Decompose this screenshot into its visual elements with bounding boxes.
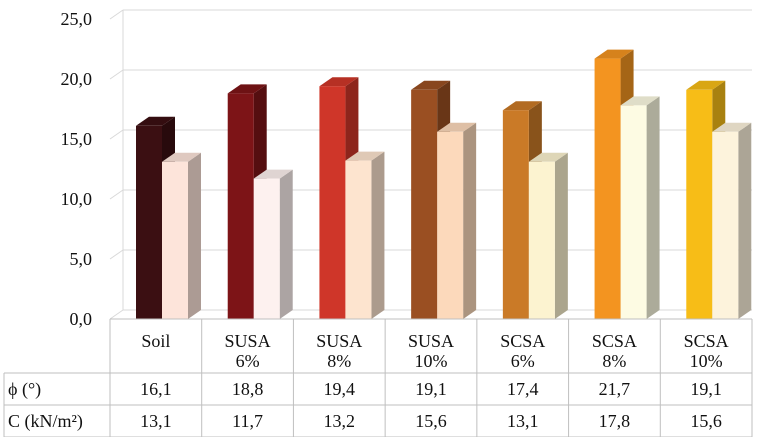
bar-front — [502, 110, 529, 319]
gridline-connector — [109, 9, 124, 20]
bar-top — [319, 77, 359, 87]
y-tick-label: 10,0 — [61, 189, 93, 209]
bar-front — [253, 178, 280, 319]
bar-top — [620, 96, 660, 106]
data-label: 15,6 — [690, 411, 722, 431]
bar-front — [528, 161, 555, 319]
data-label: 16,1 — [140, 379, 172, 399]
bar-top — [686, 80, 726, 90]
bar-side — [554, 152, 568, 319]
bar-top — [227, 84, 267, 94]
y-tick-label: 20,0 — [61, 69, 93, 89]
bar-top — [502, 101, 542, 111]
bar-front — [594, 58, 621, 319]
data-label: 17,4 — [507, 379, 539, 399]
data-label: 13,1 — [507, 411, 539, 431]
bar-front — [712, 131, 739, 319]
bar-front — [162, 161, 188, 319]
gridline-connector — [109, 69, 124, 80]
bar-top — [594, 49, 634, 59]
bar-top — [345, 151, 385, 161]
data-label: 15,6 — [415, 411, 447, 431]
x-tick-label: SUSA 6% — [225, 331, 271, 371]
x-tick-label: SCSA 6% — [500, 331, 545, 371]
bar-front — [437, 131, 464, 319]
bar-top — [411, 80, 451, 90]
bar-front — [411, 89, 438, 319]
legend-label: ϕ (°) — [8, 379, 41, 400]
bar-front — [620, 105, 647, 320]
bar-c — [437, 122, 477, 319]
y-tick-label: 25,0 — [61, 9, 93, 29]
bar-front — [136, 125, 162, 319]
bar-front — [345, 160, 372, 319]
y-tick-label: 5,0 — [70, 249, 93, 269]
bar-side — [646, 96, 660, 320]
bars — [136, 49, 752, 320]
legend-label: C (kN/m²) — [8, 411, 83, 432]
bar-side — [738, 122, 752, 319]
bar-phi — [227, 84, 267, 320]
data-label: 19,1 — [415, 379, 447, 399]
gridline-connector — [109, 309, 124, 320]
bar-top — [528, 152, 568, 162]
bar-front — [686, 89, 713, 319]
bar-top — [437, 122, 477, 132]
y-tick-label: 15,0 — [61, 129, 93, 149]
bar-front — [319, 86, 346, 319]
bar-c — [253, 169, 293, 319]
y-tick-label: 0,0 — [70, 309, 93, 329]
bar-side — [371, 151, 385, 319]
bar-top — [136, 116, 175, 126]
gridline-connector — [109, 249, 124, 260]
bar-side — [463, 122, 477, 319]
bar-c — [162, 152, 201, 319]
bar-c — [712, 122, 752, 319]
data-label: 21,7 — [599, 379, 631, 399]
bar-c — [345, 151, 385, 319]
x-tick-label: SCSA 8% — [592, 331, 637, 371]
bar-front — [227, 93, 254, 320]
x-tick-label: SUSA 8% — [316, 331, 362, 371]
bar-c — [620, 96, 660, 320]
gridline-connector — [109, 189, 124, 200]
gridline-connector — [109, 129, 124, 140]
bar-c — [528, 152, 568, 319]
x-tick-label: SCSA 10% — [684, 331, 729, 371]
data-label: 19,1 — [690, 379, 722, 399]
bar-side — [279, 169, 293, 319]
data-label: 13,1 — [140, 411, 172, 431]
x-tick-label: Soil — [141, 331, 170, 351]
data-label: 11,7 — [232, 411, 263, 431]
y-axis: 0,0 5,0 10,0 15,0 20,0 25,0 — [61, 9, 93, 329]
x-tick-label: SUSA 10% — [408, 331, 454, 371]
bar-top — [162, 152, 201, 162]
data-label: 19,4 — [324, 379, 356, 399]
data-label: 13,2 — [324, 411, 356, 431]
bar-top — [253, 169, 293, 179]
data-table: Soil SUSA 6% SUSA 8% SUSA 10% SCSA 6% SCSA 8% SCSA 1… — [3, 318, 753, 437]
bar-top — [712, 122, 752, 132]
data-label: 17,8 — [599, 411, 631, 431]
bar-side — [188, 152, 201, 319]
data-label: 18,8 — [232, 379, 264, 399]
